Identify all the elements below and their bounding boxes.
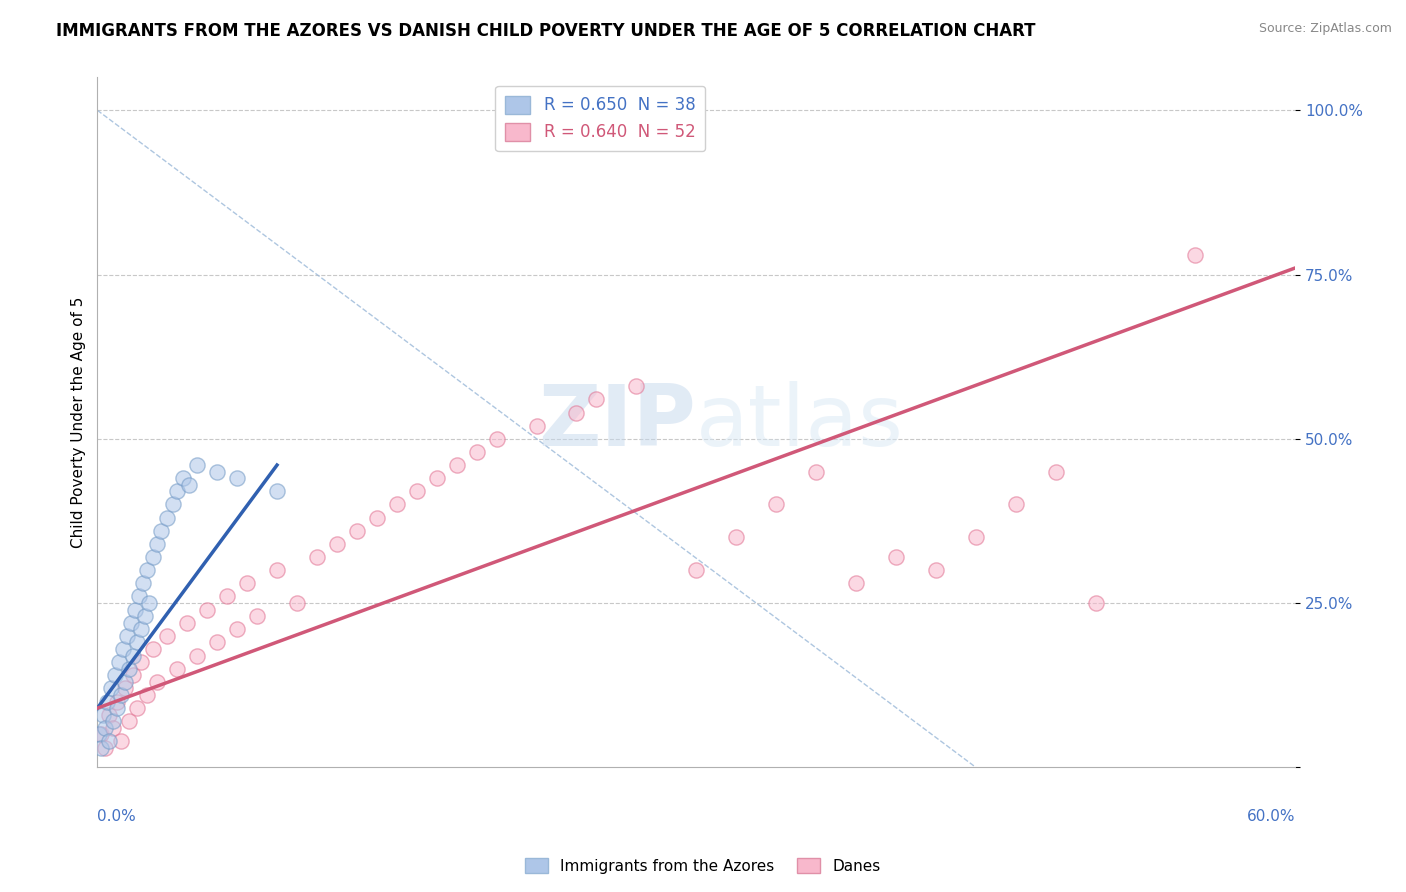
Point	[446, 458, 468, 472]
Point	[134, 609, 156, 624]
Point	[172, 471, 194, 485]
Point	[96, 695, 118, 709]
Point	[925, 563, 948, 577]
Point	[105, 701, 128, 715]
Point	[246, 609, 269, 624]
Point	[465, 445, 488, 459]
Point	[104, 668, 127, 682]
Point	[156, 510, 179, 524]
Point	[585, 392, 607, 407]
Point	[765, 498, 787, 512]
Point	[326, 537, 349, 551]
Point	[94, 740, 117, 755]
Point	[105, 695, 128, 709]
Point	[217, 590, 239, 604]
Point	[122, 668, 145, 682]
Point	[132, 576, 155, 591]
Point	[1045, 465, 1067, 479]
Point	[226, 471, 249, 485]
Point	[136, 563, 159, 577]
Point	[98, 734, 121, 748]
Point	[110, 688, 132, 702]
Text: atlas: atlas	[696, 381, 904, 464]
Point	[114, 681, 136, 696]
Point	[186, 458, 208, 472]
Point	[150, 524, 173, 538]
Text: 0.0%: 0.0%	[97, 809, 136, 823]
Point	[426, 471, 449, 485]
Point	[108, 655, 131, 669]
Point	[205, 635, 228, 649]
Point	[685, 563, 707, 577]
Point	[89, 727, 111, 741]
Legend: R = 0.650  N = 38, R = 0.640  N = 52: R = 0.650 N = 38, R = 0.640 N = 52	[495, 86, 706, 152]
Point	[226, 622, 249, 636]
Point	[136, 688, 159, 702]
Point	[405, 484, 427, 499]
Text: 60.0%: 60.0%	[1247, 809, 1295, 823]
Point	[884, 549, 907, 564]
Point	[205, 465, 228, 479]
Point	[128, 590, 150, 604]
Point	[127, 701, 149, 715]
Point	[305, 549, 328, 564]
Point	[166, 662, 188, 676]
Point	[103, 721, 125, 735]
Point	[114, 674, 136, 689]
Text: Source: ZipAtlas.com: Source: ZipAtlas.com	[1258, 22, 1392, 36]
Point	[112, 642, 135, 657]
Point	[156, 629, 179, 643]
Point	[236, 576, 259, 591]
Point	[118, 662, 141, 676]
Point	[266, 563, 288, 577]
Point	[725, 530, 748, 544]
Point	[138, 596, 160, 610]
Point	[110, 734, 132, 748]
Point	[91, 707, 114, 722]
Point	[1084, 596, 1107, 610]
Point	[804, 465, 827, 479]
Point	[166, 484, 188, 499]
Y-axis label: Child Poverty Under the Age of 5: Child Poverty Under the Age of 5	[72, 297, 86, 548]
Point	[118, 714, 141, 729]
Point	[1004, 498, 1026, 512]
Point	[103, 714, 125, 729]
Point	[129, 655, 152, 669]
Point	[176, 615, 198, 630]
Point	[90, 727, 112, 741]
Point	[179, 477, 201, 491]
Point	[845, 576, 868, 591]
Point	[124, 602, 146, 616]
Point	[366, 510, 388, 524]
Point	[120, 615, 142, 630]
Legend: Immigrants from the Azores, Danes: Immigrants from the Azores, Danes	[519, 852, 887, 880]
Point	[127, 635, 149, 649]
Point	[965, 530, 987, 544]
Point	[162, 498, 184, 512]
Point	[122, 648, 145, 663]
Point	[146, 674, 169, 689]
Point	[626, 379, 648, 393]
Point	[186, 648, 208, 663]
Point	[526, 418, 548, 433]
Point	[195, 602, 218, 616]
Point	[94, 721, 117, 735]
Point	[90, 740, 112, 755]
Point	[142, 642, 165, 657]
Point	[1184, 248, 1206, 262]
Point	[565, 405, 588, 419]
Point	[485, 432, 508, 446]
Point	[98, 707, 121, 722]
Point	[117, 629, 139, 643]
Point	[346, 524, 368, 538]
Point	[266, 484, 288, 499]
Point	[142, 549, 165, 564]
Point	[385, 498, 408, 512]
Text: IMMIGRANTS FROM THE AZORES VS DANISH CHILD POVERTY UNDER THE AGE OF 5 CORRELATIO: IMMIGRANTS FROM THE AZORES VS DANISH CHI…	[56, 22, 1036, 40]
Text: ZIP: ZIP	[538, 381, 696, 464]
Point	[129, 622, 152, 636]
Point	[146, 537, 169, 551]
Point	[100, 681, 122, 696]
Point	[285, 596, 308, 610]
